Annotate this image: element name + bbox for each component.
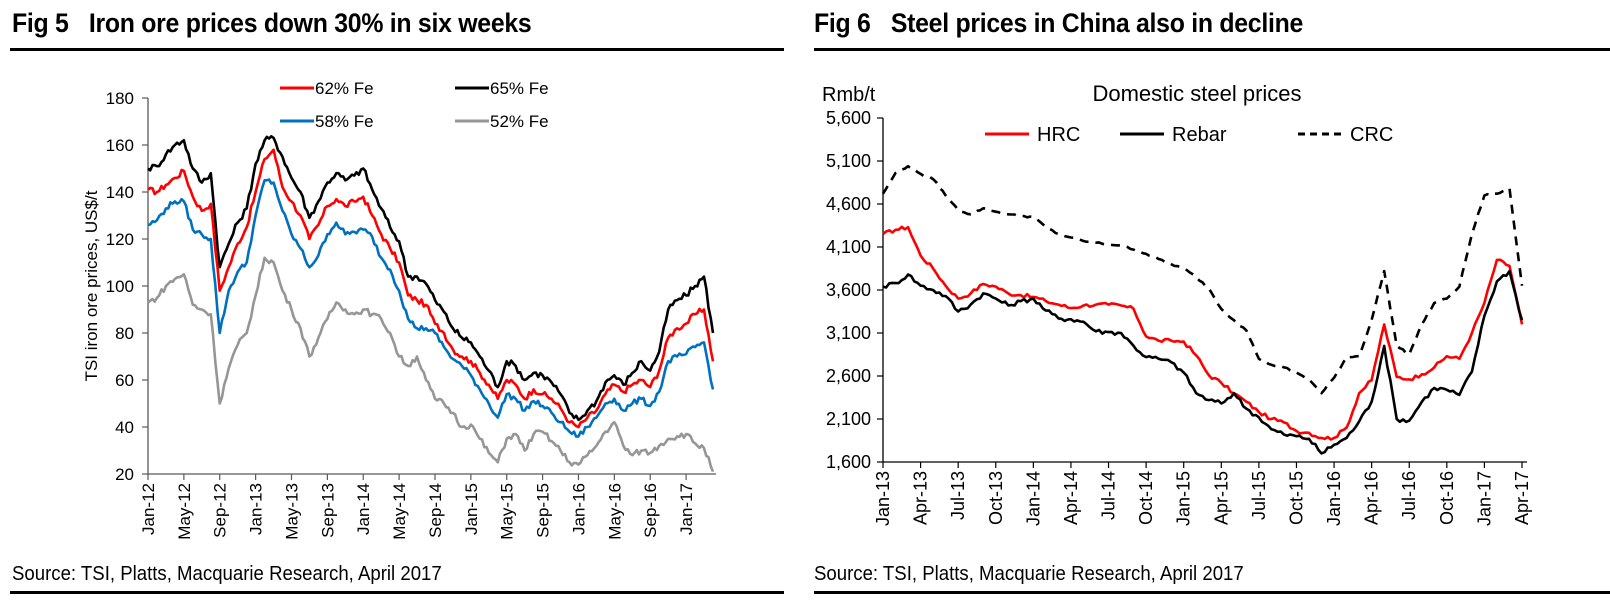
legend-label: Rebar [1172, 124, 1227, 146]
figure-5-panel: Fig 5 Iron ore prices down 30% in six wee… [0, 0, 800, 615]
figure-5-number: Fig 5 [12, 8, 69, 38]
figure-6-number: Fig 6 [814, 8, 871, 38]
iron-ore-price-chart: 20 40 60 80 100 120 140 160 180 Jan-12 May-12 Sep-1… [82, 79, 716, 540]
x-tick-label: Apr-15 [1211, 471, 1231, 525]
y-tick-label: 100 [106, 277, 134, 296]
y-tick-label: 1,600 [826, 452, 871, 472]
legend-label: 65% Fe [490, 79, 549, 98]
y-tick-label: 3,600 [826, 280, 871, 300]
x-tick-label: Jan-13 [873, 471, 893, 526]
x-tick-label: Jan-15 [462, 483, 481, 535]
x-tick-label: Jan-16 [569, 483, 588, 535]
x-tick-label: Jan-12 [139, 483, 158, 535]
figure-5-source: Source: TSI, Platts, Macquarie Research,… [12, 563, 442, 585]
x-tick-label: May-14 [390, 483, 409, 540]
legend-label: HRC [1037, 124, 1080, 146]
x-tick-label: Jan-15 [1174, 471, 1194, 526]
legend-label: 58% Fe [315, 112, 374, 131]
figure-5-bottom-rule [10, 591, 784, 594]
x-tick-label: Jan-16 [1324, 471, 1344, 526]
x-tick-label: May-15 [498, 483, 517, 540]
x-tick-label: May-12 [175, 483, 194, 540]
y-tick-label: 80 [115, 324, 134, 343]
y-tick-label: 4,600 [826, 194, 871, 214]
y-tick-label: 4,100 [826, 237, 871, 257]
legend-label: 62% Fe [315, 79, 374, 98]
y-tick-label: 3,100 [826, 323, 871, 343]
x-tick-label: Sep-12 [211, 483, 230, 538]
x-tick-label: May-13 [282, 483, 301, 540]
x-tick-label: Jul-16 [1399, 471, 1419, 520]
figure-6-title-text: Steel prices in China also in decline [890, 8, 1304, 38]
steel-price-chart: 1,600 2,100 2,600 3,100 3,600 4,100 4,600 5,100… [822, 81, 1532, 526]
y-axis-unit-label: Rmb/t [822, 84, 876, 106]
y-tick-label: 180 [106, 89, 134, 108]
series-line-hrc [882, 225, 1524, 441]
series-line-52-fe [147, 256, 715, 473]
y-tick-label: 140 [106, 183, 134, 202]
figure-5-title: Fig 5 Iron ore prices down 30% in six wee… [12, 8, 532, 39]
x-tick-label: Oct-14 [1136, 471, 1156, 525]
figure-5-title-text: Iron ore prices down 30% in six weeks [88, 8, 532, 38]
figure-6-bottom-rule [814, 591, 1610, 594]
figure-6-top-rule [814, 48, 1610, 51]
x-tick-label: Jan-17 [677, 483, 696, 535]
series-line-rebar [882, 269, 1524, 455]
x-tick-label: Sep-16 [641, 483, 660, 538]
x-tick-label: Oct-16 [1437, 471, 1457, 525]
x-tick-label: Oct-13 [986, 471, 1006, 525]
x-tick-label: Apr-14 [1061, 471, 1081, 525]
legend-label: 52% Fe [490, 112, 549, 131]
y-tick-label: 2,600 [826, 366, 871, 386]
x-tick-label: Oct-15 [1286, 471, 1306, 525]
y-tick-label: 40 [115, 418, 134, 437]
series-line-62-fe [147, 148, 715, 429]
figure-6-title: Fig 6 Steel prices in China also in decli… [814, 8, 1303, 39]
y-axis-title: TSI iron ore prices, US$/t [82, 190, 101, 381]
y-tick-label: 5,600 [826, 108, 871, 128]
x-tick-label: Apr-17 [1512, 471, 1532, 525]
x-tick-label: May-16 [605, 483, 624, 540]
x-tick-label: Sep-15 [534, 483, 553, 538]
x-tick-label: Jul-15 [1249, 471, 1269, 520]
figure-5-top-rule [10, 48, 784, 51]
figure-6-panel: Fig 6 Steel prices in China also in decli… [800, 0, 1610, 615]
x-tick-label: Apr-13 [911, 471, 931, 525]
legend-label: CRC [1350, 124, 1393, 146]
y-tick-label: 5,100 [826, 151, 871, 171]
x-tick-label: Apr-16 [1362, 471, 1382, 525]
y-tick-label: 160 [106, 136, 134, 155]
x-tick-label: Jan-13 [247, 483, 266, 535]
x-tick-label: Sep-13 [318, 483, 337, 538]
x-tick-label: Sep-14 [426, 483, 445, 538]
series-line-65-fe [147, 135, 715, 422]
series-line-crc [881, 164, 1524, 395]
y-tick-label: 2,100 [826, 409, 871, 429]
x-tick-label: Jul-13 [948, 471, 968, 520]
y-tick-label: 20 [115, 465, 134, 484]
x-tick-label: Jan-14 [354, 483, 373, 535]
y-tick-label: 120 [106, 230, 134, 249]
x-tick-label: Jan-17 [1474, 471, 1494, 526]
x-tick-label: Jan-14 [1023, 471, 1043, 526]
y-tick-label: 60 [115, 371, 134, 390]
x-tick-label: Jul-14 [1099, 471, 1119, 520]
chart-subtitle: Domestic steel prices [1092, 81, 1301, 106]
series-line-58-fe [147, 178, 715, 438]
figure-6-source: Source: TSI, Platts, Macquarie Research,… [814, 563, 1244, 585]
